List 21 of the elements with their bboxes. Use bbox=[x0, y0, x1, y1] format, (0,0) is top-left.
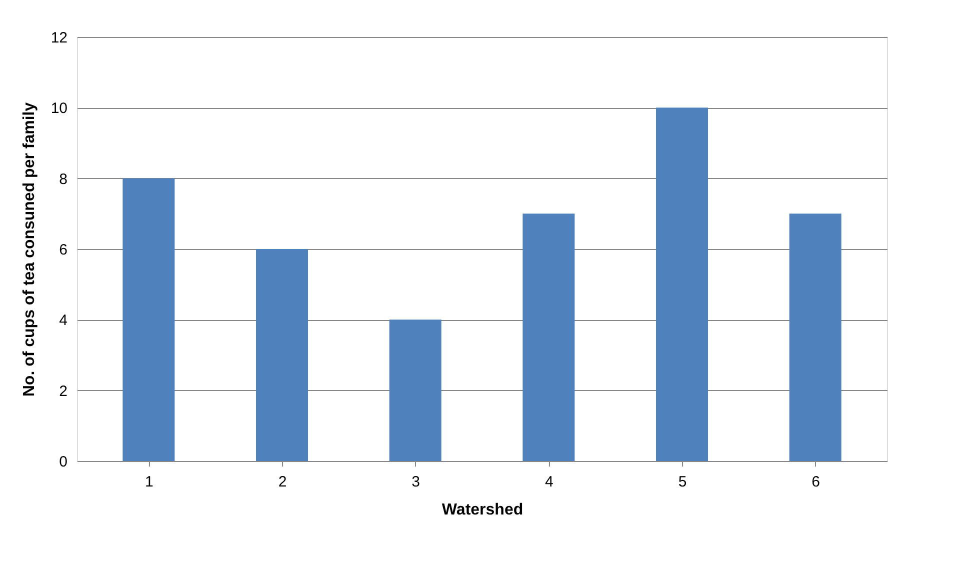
bar bbox=[256, 249, 308, 461]
x-tick-label: 5 bbox=[678, 474, 687, 490]
bar bbox=[389, 320, 442, 461]
x-tick-label: 2 bbox=[278, 474, 287, 490]
bar bbox=[122, 178, 175, 461]
bar bbox=[789, 214, 842, 461]
x-tick-label: 4 bbox=[544, 474, 554, 490]
bar bbox=[656, 108, 708, 461]
y-tick-label: 12 bbox=[50, 30, 68, 46]
y-axis-title: No. of cups of tea consuned per family bbox=[20, 102, 38, 397]
y-tick-label: 6 bbox=[59, 242, 68, 258]
x-tick-label: 3 bbox=[412, 474, 420, 490]
y-tick-label: 8 bbox=[59, 170, 68, 188]
bar bbox=[522, 214, 575, 461]
y-tick-label: 2 bbox=[59, 382, 68, 400]
y-tick-label: 0 bbox=[59, 454, 68, 470]
x-axis-title: Watershed bbox=[442, 502, 524, 518]
x-tick-label: 1 bbox=[144, 474, 154, 490]
y-tick-label: 4 bbox=[59, 312, 68, 330]
y-tick-label: 10 bbox=[50, 100, 68, 118]
x-tick-label: 6 bbox=[812, 474, 820, 490]
